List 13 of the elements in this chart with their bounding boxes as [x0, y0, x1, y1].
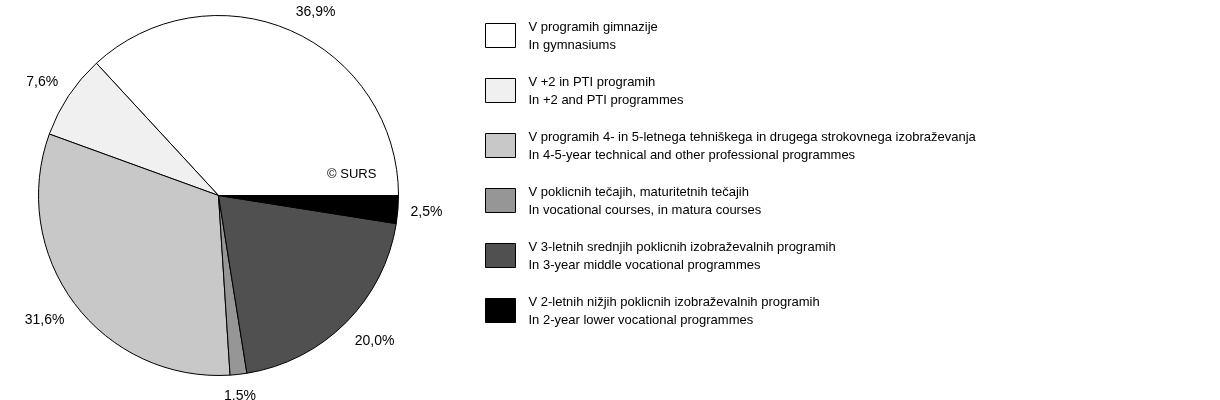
legend-label: V +2 in PTI programih In +2 and PTI programmes: [528, 73, 684, 108]
data-label: 7,6%: [26, 72, 59, 89]
legend-label: V poklicnih tečajih, maturitetnih tečajih In vocational courses, in matura courses: [528, 183, 762, 218]
data-label: 1.5%: [223, 386, 256, 400]
data-label: 20,0%: [354, 331, 395, 348]
legend-label: V 2-letnih nižjih poklicnih izobraževalnih programih In 2-year lower vocational programmes: [528, 293, 820, 328]
data-label: 31,6%: [24, 311, 65, 328]
data-label: 36,9%: [295, 3, 336, 20]
legend-label: V 3-letnih srednjih poklicnih izobraževalnih programih In 3-year middle vocational programmes: [528, 238, 836, 273]
text: © SURS: [327, 166, 377, 182]
data-label: 2,5%: [410, 202, 443, 219]
legend-label: V programih 4- in 5-letnega tehniškega in drugega strokovnega izobraževanja In 4-5-year technical and other professional programmes: [528, 128, 977, 163]
legend-label: V programih gimnazije In gymnasiums: [528, 18, 658, 53]
